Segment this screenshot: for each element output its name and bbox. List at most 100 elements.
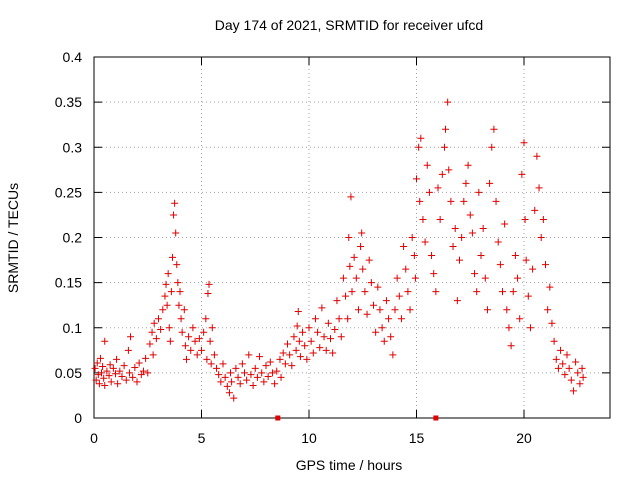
data-point xyxy=(107,378,115,386)
data-point xyxy=(410,252,418,260)
data-point xyxy=(96,354,104,362)
data-point xyxy=(342,292,350,300)
data-point xyxy=(195,335,203,343)
data-point xyxy=(494,238,502,246)
data-point xyxy=(170,211,178,219)
data-point xyxy=(453,297,461,305)
data-point xyxy=(358,229,366,237)
data-point xyxy=(129,373,137,381)
data-point xyxy=(464,161,472,169)
data-point xyxy=(471,270,479,278)
data-point xyxy=(492,197,500,205)
data-point xyxy=(456,256,463,264)
data-point xyxy=(262,362,270,370)
data-points xyxy=(91,98,587,402)
data-point xyxy=(238,360,246,368)
data-point xyxy=(415,143,423,151)
data-point xyxy=(94,371,102,379)
data-point xyxy=(301,342,309,350)
data-point xyxy=(114,380,122,388)
data-point xyxy=(569,387,577,395)
data-point xyxy=(288,362,296,370)
data-point xyxy=(198,346,205,354)
data-point xyxy=(385,315,393,323)
data-point xyxy=(572,358,580,366)
data-point xyxy=(324,319,332,327)
data-point xyxy=(260,378,268,386)
data-point xyxy=(109,364,117,372)
data-point xyxy=(327,335,334,343)
data-point xyxy=(458,234,466,241)
data-point xyxy=(193,351,201,359)
data-point xyxy=(118,372,126,380)
data-point xyxy=(230,394,238,402)
data-point xyxy=(164,270,172,278)
data-point xyxy=(554,364,562,372)
y-tick-label: 0.4 xyxy=(63,49,83,65)
data-point xyxy=(475,188,483,196)
data-point xyxy=(171,199,179,207)
data-point xyxy=(421,238,429,246)
data-point xyxy=(162,280,170,288)
data-point xyxy=(268,369,276,377)
data-point xyxy=(365,256,373,264)
data-point xyxy=(559,360,567,368)
data-point xyxy=(307,337,315,345)
data-point xyxy=(206,337,214,345)
data-point xyxy=(181,342,189,350)
data-point xyxy=(178,328,186,336)
data-point xyxy=(339,274,347,282)
data-point xyxy=(150,319,158,327)
data-point xyxy=(223,382,231,390)
data-point xyxy=(225,389,233,397)
data-point xyxy=(557,346,565,354)
data-point xyxy=(539,215,547,223)
data-point xyxy=(374,283,382,291)
data-point xyxy=(535,184,543,192)
data-point xyxy=(213,364,221,372)
data-point xyxy=(548,319,556,327)
data-point xyxy=(579,373,587,381)
data-point xyxy=(501,220,509,228)
data-point xyxy=(329,349,337,357)
data-point xyxy=(529,265,537,273)
data-point xyxy=(256,353,264,361)
data-point xyxy=(208,324,216,332)
data-point xyxy=(331,326,339,334)
data-point xyxy=(309,349,317,357)
y-tick-label: 0.05 xyxy=(55,365,82,381)
data-point xyxy=(124,346,132,354)
data-point xyxy=(296,353,304,361)
data-point xyxy=(449,243,457,251)
data-point xyxy=(359,265,367,273)
data-point xyxy=(346,262,354,270)
data-point xyxy=(430,270,438,278)
y-axis-label: SRMTID / TECUs xyxy=(5,183,21,293)
data-point xyxy=(113,355,121,363)
data-point xyxy=(574,369,582,377)
data-point xyxy=(567,376,575,384)
data-point xyxy=(264,372,272,380)
data-point xyxy=(382,297,390,305)
data-point xyxy=(182,355,190,363)
data-point xyxy=(432,288,440,296)
data-point xyxy=(335,315,343,323)
data-point xyxy=(281,360,289,368)
x-tick-label: 10 xyxy=(301,430,317,446)
data-point xyxy=(576,380,584,388)
data-point xyxy=(91,364,99,372)
data-point xyxy=(165,324,173,332)
data-point xyxy=(100,374,108,382)
data-point xyxy=(215,371,223,379)
data-point xyxy=(286,351,294,359)
data-point xyxy=(207,360,215,368)
data-point xyxy=(503,306,511,314)
data-point xyxy=(445,166,453,174)
data-point xyxy=(411,274,419,282)
data-point xyxy=(98,369,106,377)
data-point xyxy=(210,351,218,359)
data-point xyxy=(245,351,253,359)
data-point xyxy=(387,333,395,341)
